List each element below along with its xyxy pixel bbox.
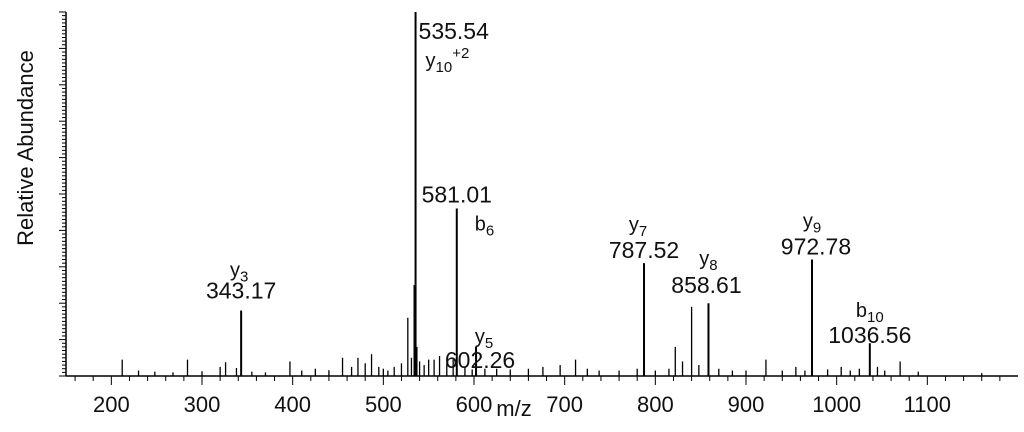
x-tick-label: 600 xyxy=(456,392,493,417)
peak-mz-label: 343.17 xyxy=(206,277,276,303)
ion-label: y10+2 xyxy=(426,45,470,76)
ion-label: b6 xyxy=(475,214,494,240)
peak-mz-label: 602.26 xyxy=(445,347,515,373)
y-axis xyxy=(59,11,67,377)
ion-label: y8 xyxy=(699,248,717,274)
ion-label: y3 xyxy=(230,259,248,285)
x-tick-label: 800 xyxy=(637,392,674,417)
x-tick-label: 900 xyxy=(728,392,765,417)
x-tick-label: 400 xyxy=(274,392,311,417)
ion-label: b10 xyxy=(856,300,884,326)
x-tick-label: 200 xyxy=(93,392,130,417)
peak-mz-label: 972.78 xyxy=(781,234,851,260)
peak-mz-label: 787.52 xyxy=(609,237,679,263)
peak-mz-label: 581.01 xyxy=(422,182,492,208)
ion-label: y5 xyxy=(475,326,493,352)
peak-mz-label: 858.61 xyxy=(671,272,741,298)
x-axis-title: m/z xyxy=(496,396,531,421)
x-tick-label: 500 xyxy=(365,392,402,417)
ion-label: y7 xyxy=(629,214,647,240)
x-tick-label: 300 xyxy=(184,392,221,417)
x-tick-label: 1000 xyxy=(812,392,861,417)
x-axis: 200 300 400 500 600 700 800 900 1000 1100 xyxy=(66,375,1018,417)
x-tick-label: 700 xyxy=(546,392,583,417)
y-axis-title: Relative Abundance xyxy=(13,50,38,246)
spectrum-peaks xyxy=(121,12,983,376)
ion-label: y9 xyxy=(803,211,821,237)
peak-mz-label: 1036.56 xyxy=(828,322,911,348)
x-tick-label: 1100 xyxy=(904,392,951,417)
peak-mz-label: 535.54 xyxy=(419,18,490,44)
